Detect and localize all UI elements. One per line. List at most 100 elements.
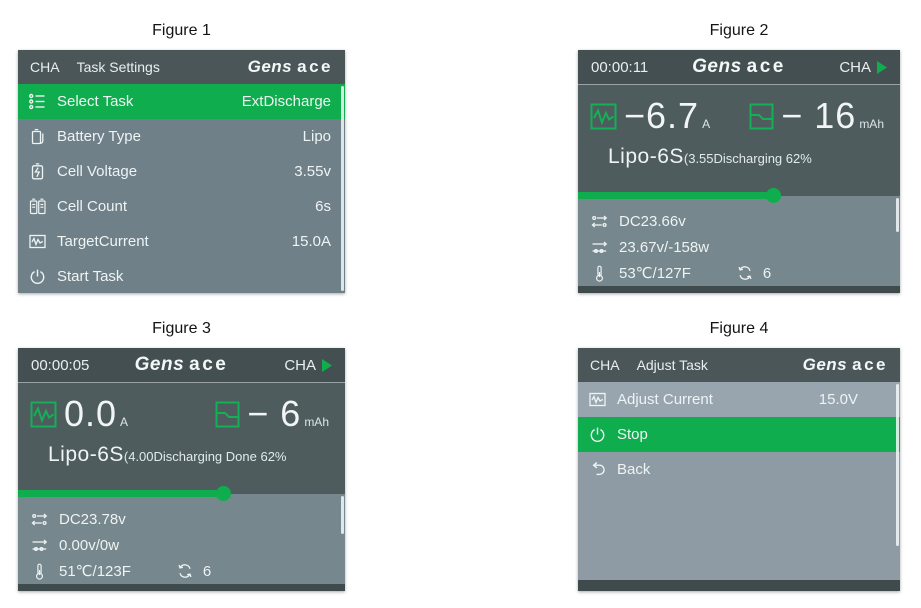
menu-item-target-current[interactable]: TargetCurrent 15.0A [18, 224, 345, 259]
scrollbar[interactable] [341, 496, 344, 534]
adjust-task-screen: CHA Adjust Task Gens ace Adjust Current 1… [578, 348, 900, 591]
menu-item-adjust-current[interactable]: Adjust Current 15.0V [578, 382, 900, 417]
screen-bottom-edge [578, 286, 900, 293]
menu-item-label: Stop [617, 426, 648, 443]
menu-item-label: Cell Count [57, 198, 128, 215]
capacity-group: − 6 mAh [215, 396, 329, 432]
figure-3: Figure 3 00:00:05 Gens ace CHA 0.0 A − 6 [18, 320, 345, 591]
progress-knob [766, 188, 782, 203]
menu-item-value: 15.0A [291, 233, 331, 250]
channel-label: CHA [284, 356, 316, 374]
screen-bottom-edge [578, 580, 900, 591]
temperature-value: 53℃/127F [619, 265, 691, 282]
menu-item-label: Adjust Current [617, 391, 713, 408]
input-voltage-value: DC23.78v [59, 510, 126, 528]
menu-item-cell-count[interactable]: Cell Count 6s [18, 189, 345, 224]
power-icon [28, 267, 47, 286]
task-list-icon [28, 92, 47, 111]
discharge-progress-bar [18, 486, 345, 501]
progress-fill [578, 188, 782, 203]
battery-pack-row: Lipo-6S (3.55Discharging 62% [578, 134, 900, 169]
cycle-icon [735, 265, 755, 281]
status-header: 00:00:05 Gens ace CHA [18, 348, 345, 383]
menu-item-value: Lipo [302, 128, 331, 145]
running-play-icon [322, 358, 332, 372]
input-voltage-value: DC23.66v [619, 212, 686, 230]
figure-2: Figure 2 00:00:11 Gens ace CHA −6.7 A − 1… [578, 22, 900, 293]
menu-item-label: Cell Voltage [57, 163, 138, 180]
output-power-line: 0.00v/0w [30, 532, 333, 558]
dc-input-icon [30, 511, 49, 528]
measurements-row: −6.7 A − 16 mAh [578, 85, 900, 134]
menu-item-stop[interactable]: Stop [578, 417, 900, 452]
input-voltage-line: DC23.66v [590, 208, 888, 234]
cell-voltage-icon [28, 162, 47, 181]
battery-pack-row: Lipo-6S (4.00Discharging Done 62% [18, 432, 345, 467]
menu-item-value: 15.0V [818, 391, 858, 408]
cycle-count-value: 6 [202, 562, 212, 580]
menu-item-value: 3.55v [294, 163, 331, 180]
page-title: Adjust Task [636, 357, 708, 373]
battery-pack-detail: (4.00Discharging Done 62% [123, 449, 287, 464]
task-settings-screen: CHA Task Settings Gens ace Select Task Ex… [18, 50, 345, 293]
figure-4: Figure 4 CHA Adjust Task Gens ace Adjust … [578, 320, 900, 591]
discharge-done-screen: 00:00:05 Gens ace CHA 0.0 A − 6 mAh [18, 348, 345, 591]
menu-item-back[interactable]: Back [578, 452, 900, 487]
measurements-row: 0.0 A − 6 mAh [18, 383, 345, 432]
current-unit: A [120, 415, 129, 429]
figure-3-caption: Figure 3 [152, 320, 211, 337]
figure-1-caption: Figure 1 [152, 22, 211, 39]
scrollbar[interactable] [896, 198, 899, 232]
temperature-value: 51℃/123F [59, 563, 131, 580]
capacity-battery-icon [215, 401, 240, 428]
task-settings-header: CHA Task Settings Gens ace [18, 50, 345, 84]
figure-4-caption: Figure 4 [709, 320, 769, 337]
cycle-icon [175, 563, 195, 579]
waveform-icon [588, 390, 607, 409]
menu-item-label: Battery Type [57, 128, 141, 145]
status-main-panel: 0.0 A − 6 mAh Lipo-6S (4.00Discharging D… [18, 383, 345, 494]
status-main-panel: −6.7 A − 16 mAh Lipo-6S (3.55Discharging… [578, 85, 900, 196]
scrollbar[interactable] [341, 86, 344, 291]
task-timer: 00:00:11 [591, 58, 649, 76]
menu-item-label: Back [617, 461, 651, 478]
gens-ace-logo: Gens ace [692, 56, 786, 77]
battery-icon [28, 127, 47, 146]
scrollbar[interactable] [896, 384, 899, 546]
current-waveform-icon [590, 103, 617, 130]
thermometer-icon [30, 563, 49, 580]
status-details-panel: DC23.78v 0.00v/0w 51℃/123F 6 [18, 494, 345, 584]
waveform-icon [28, 232, 47, 251]
gens-ace-logo: Gens ace [247, 57, 333, 76]
screen-bottom-edge [18, 584, 345, 591]
menu-item-value: 6s [315, 198, 331, 215]
temperature-line: 53℃/127F 6 [590, 260, 888, 286]
battery-pack-label: Lipo-6S [48, 443, 124, 466]
menu-item-start-task[interactable]: Start Task [18, 259, 345, 293]
capacity-group: − 16 mAh [749, 98, 884, 134]
progress-knob [216, 486, 231, 501]
capacity-value: − 6 [247, 393, 302, 434]
channel-label: CHA [590, 357, 620, 373]
status-header: 00:00:11 Gens ace CHA [578, 50, 900, 85]
capacity-value: − 16 [781, 95, 857, 136]
cycle-count-group: 6 [175, 563, 211, 580]
channel-label: CHA [30, 59, 60, 75]
current-value: −6.7 [624, 95, 700, 136]
task-timer: 00:00:05 [31, 356, 90, 374]
discharging-status-screen: 00:00:11 Gens ace CHA −6.7 A − 16 mAh [578, 50, 900, 293]
cycle-count-value: 6 [762, 264, 772, 282]
output-power-line: 23.67v/-158w [590, 234, 888, 260]
menu-item-battery-type[interactable]: Battery Type Lipo [18, 119, 345, 154]
power-icon [588, 425, 607, 444]
menu-item-label: Start Task [57, 268, 124, 285]
menu-item-value: ExtDischarge [241, 93, 331, 110]
dc-input-icon [590, 213, 609, 230]
page-title: Task Settings [76, 59, 160, 75]
figure-1: Figure 1 CHA Task Settings Gens ace Selec… [18, 22, 345, 293]
adjust-task-header: CHA Adjust Task Gens ace [578, 348, 900, 382]
menu-item-select-task[interactable]: Select Task ExtDischarge [18, 84, 345, 119]
menu-item-cell-voltage[interactable]: Cell Voltage 3.55v [18, 154, 345, 189]
output-power-value: 23.67v/-158w [619, 238, 710, 256]
